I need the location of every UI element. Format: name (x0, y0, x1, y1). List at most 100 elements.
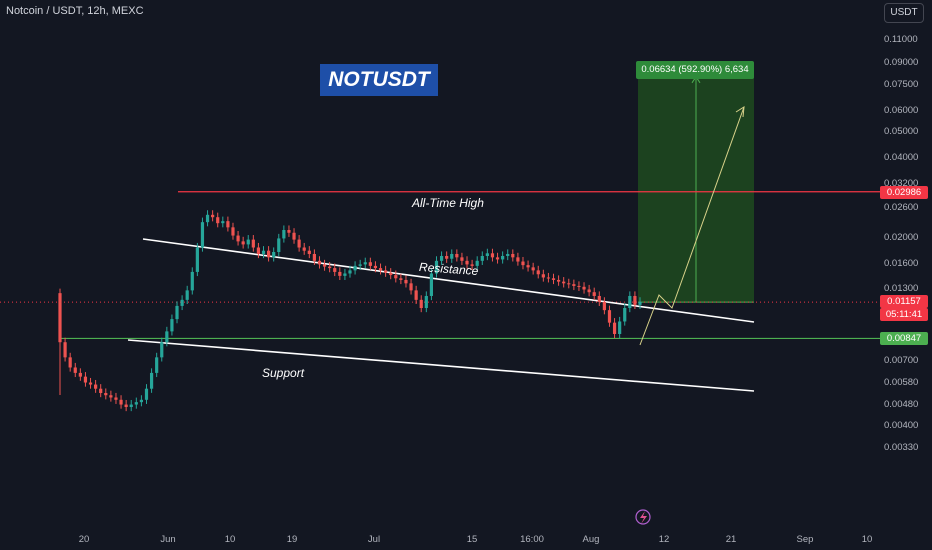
x-tick-label: 10 (224, 534, 236, 545)
candle-body (338, 271, 342, 276)
candle-body (495, 257, 500, 260)
candle-body (180, 299, 184, 306)
y-tick-label: 0.04000 (884, 151, 919, 163)
candle-body (602, 301, 606, 311)
candle-body (572, 284, 576, 286)
x-tick-label: 21 (725, 534, 737, 545)
candle-body (256, 247, 261, 254)
y-tick-label: 0.03200 (884, 177, 919, 189)
candle-body (434, 260, 439, 274)
price-badge: 0.00847 (880, 332, 928, 346)
candle-body (546, 277, 551, 279)
candle-body (73, 367, 77, 373)
y-tick-label: 0.00700 (884, 354, 919, 366)
candle-body (160, 342, 164, 358)
candle-body (597, 295, 601, 302)
y-tick-label: 0.01300 (884, 282, 919, 294)
candle-body (119, 399, 123, 405)
candle-body (277, 238, 281, 252)
candle-body (266, 250, 271, 258)
candle-body (394, 275, 398, 279)
candle-body (261, 250, 266, 254)
candle-body (297, 239, 301, 248)
candle-body (99, 388, 103, 394)
y-tick-label: 0.00480 (884, 398, 919, 410)
candle-body (399, 278, 403, 280)
candle-body (94, 384, 98, 389)
candle-body (221, 221, 225, 224)
candle-body (506, 253, 510, 256)
x-tick-label: 16:00 (520, 534, 544, 545)
candle-body (104, 393, 108, 396)
x-tick-label: 15 (466, 534, 478, 545)
candle-body (475, 260, 479, 266)
candle-body (312, 253, 316, 261)
candle-body (317, 260, 322, 265)
x-tick-label: Sep (796, 534, 814, 545)
candle-body (419, 299, 423, 309)
candle-body (612, 322, 617, 334)
candle-body (109, 395, 113, 398)
candle-body (455, 253, 459, 258)
candle-body (307, 250, 311, 254)
candle-body (562, 281, 566, 284)
lightning-bolt-icon (640, 511, 647, 524)
candle-body (190, 271, 194, 291)
y-tick-label: 0.06000 (884, 104, 919, 116)
candle-body (541, 274, 545, 278)
candle-body (328, 266, 332, 269)
projection-path (639, 106, 745, 346)
candle-body (628, 295, 632, 309)
candle-body (551, 278, 556, 280)
candle-body (531, 267, 535, 271)
candle-body (439, 255, 444, 261)
candle-body (567, 283, 571, 285)
candle-body (429, 273, 434, 296)
candle-body (470, 264, 474, 266)
x-tick-label: 19 (286, 534, 298, 545)
currency-button[interactable]: USDT (884, 3, 924, 23)
candle-body (618, 321, 622, 334)
title-annotation: NOTUSDT (320, 64, 438, 96)
candle-body (302, 247, 306, 251)
x-tick-label: 10 (861, 534, 873, 545)
candle-body (577, 285, 581, 287)
candle-body (139, 399, 144, 403)
candle-body (582, 286, 586, 290)
candle-body (638, 301, 642, 305)
candle-body (134, 402, 138, 405)
candle-body (200, 222, 205, 248)
candle-body (536, 270, 540, 275)
candle-body (409, 283, 413, 291)
candle-body (556, 279, 561, 282)
candle-body (414, 290, 418, 300)
candle-body (322, 264, 327, 267)
candle-body (149, 372, 154, 389)
candle-body (363, 262, 367, 265)
candles (58, 210, 642, 412)
candle-body (88, 382, 93, 385)
y-tick-label: 0.11000 (884, 34, 918, 45)
y-tick-label: 0.05000 (884, 125, 919, 137)
candle-body (373, 265, 378, 269)
candle-body (633, 295, 637, 305)
candle-body (343, 273, 347, 276)
price-badge: 05:11:41 (880, 308, 928, 322)
projection-arrowhead (735, 106, 745, 118)
candle-body (521, 261, 525, 266)
candle-body (587, 289, 591, 293)
candle-body (185, 290, 189, 300)
candle-body (333, 268, 337, 272)
chart-lines (0, 191, 880, 392)
y-tick-label: 0.09000 (884, 57, 919, 69)
candle-body (592, 292, 596, 296)
candle-body (348, 270, 352, 274)
candle-body (368, 262, 372, 266)
candle-body (424, 295, 428, 309)
x-tick-label: 12 (658, 534, 670, 545)
y-tick-label: 0.00580 (884, 376, 919, 388)
candle-body (272, 251, 276, 258)
candle-body (353, 265, 357, 271)
candle-body (226, 221, 230, 228)
